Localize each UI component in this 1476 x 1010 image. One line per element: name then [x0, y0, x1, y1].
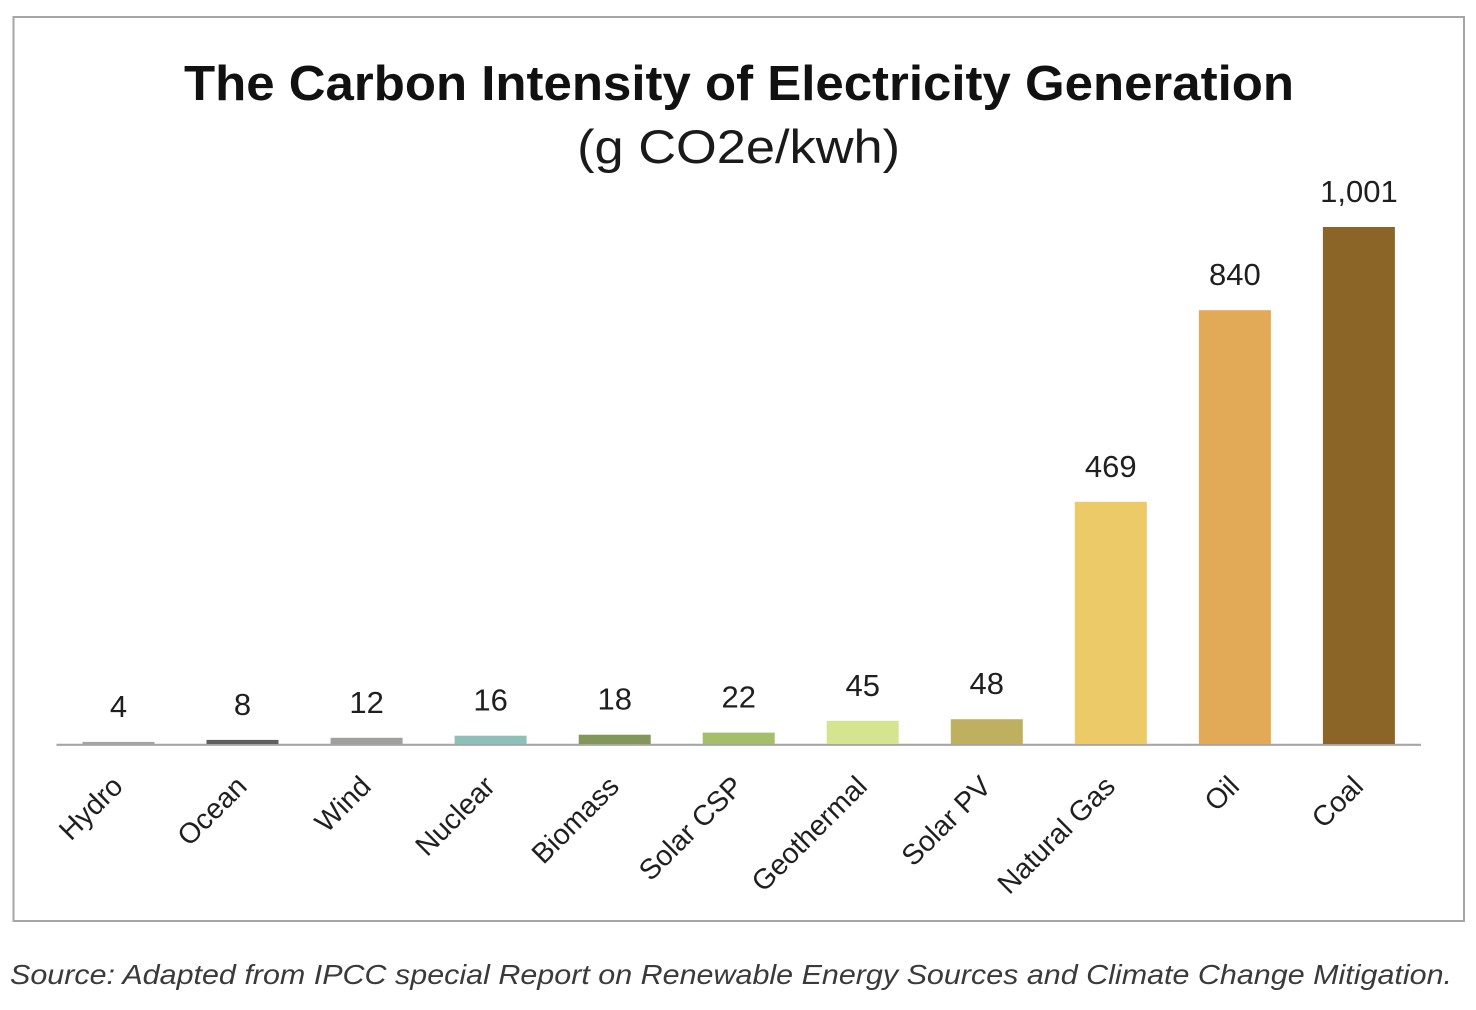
- svg-text:22: 22: [721, 680, 755, 715]
- svg-text:Source: Adapted from IPCC spec: Source: Adapted from IPCC special Report…: [10, 959, 1452, 990]
- svg-text:16: 16: [473, 683, 507, 718]
- svg-text:1,001: 1,001: [1320, 174, 1398, 209]
- svg-text:4: 4: [110, 689, 127, 724]
- svg-text:48: 48: [970, 666, 1004, 701]
- svg-text:8: 8: [234, 687, 251, 722]
- svg-text:18: 18: [597, 682, 631, 717]
- svg-text:The Carbon Intensity of Electr: The Carbon Intensity of Electricity Gene…: [184, 56, 1294, 111]
- svg-text:840: 840: [1209, 257, 1261, 292]
- svg-text:(g CO2e/kwh): (g CO2e/kwh): [577, 121, 900, 174]
- svg-text:45: 45: [845, 668, 879, 703]
- svg-text:12: 12: [349, 685, 383, 720]
- svg-text:469: 469: [1085, 449, 1137, 484]
